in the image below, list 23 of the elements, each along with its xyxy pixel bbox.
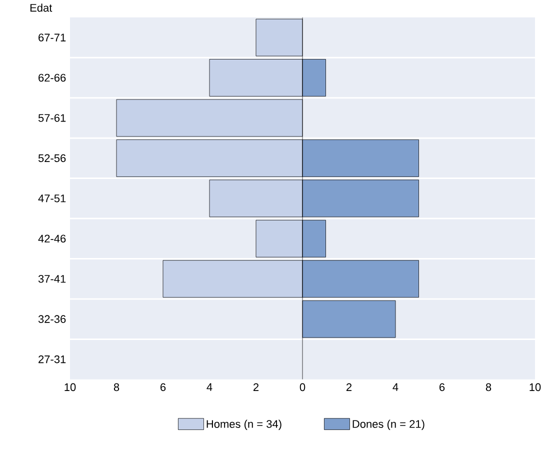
x-tick-label: 4 [392, 383, 398, 391]
y-tick-label: 62-66 [38, 74, 66, 82]
x-tick-label: 8 [486, 383, 492, 391]
x-tick-label: 6 [440, 383, 445, 391]
legend-label: Dones (n = 21) [352, 420, 424, 430]
legend-label: Homes (n = 34) [206, 420, 282, 430]
x-tick-label: 2 [253, 383, 259, 391]
x-tick-label: 6 [160, 383, 166, 391]
y-tick-label: 27-31 [38, 355, 66, 363]
y-tick-label: 32-36 [38, 314, 66, 323]
x-tick-label: 4 [206, 383, 212, 391]
y-tick-label: 47-51 [38, 194, 66, 202]
x-tick-label: 10 [530, 383, 541, 391]
y-tick-label: 57-61 [38, 114, 66, 122]
x-tick-label: 8 [114, 383, 120, 391]
y-tick-label: 42-46 [38, 234, 66, 242]
y-tick-label: 37-41 [38, 274, 66, 283]
x-tick-label: 0 [300, 383, 306, 391]
y-tick-label: 52-56 [38, 154, 66, 162]
y-tick-label: 67-71 [38, 33, 66, 42]
y-axis-title: Edat [30, 3, 52, 12]
x-tick-label: 10 [64, 383, 76, 391]
x-tick-label: 2 [346, 383, 352, 391]
